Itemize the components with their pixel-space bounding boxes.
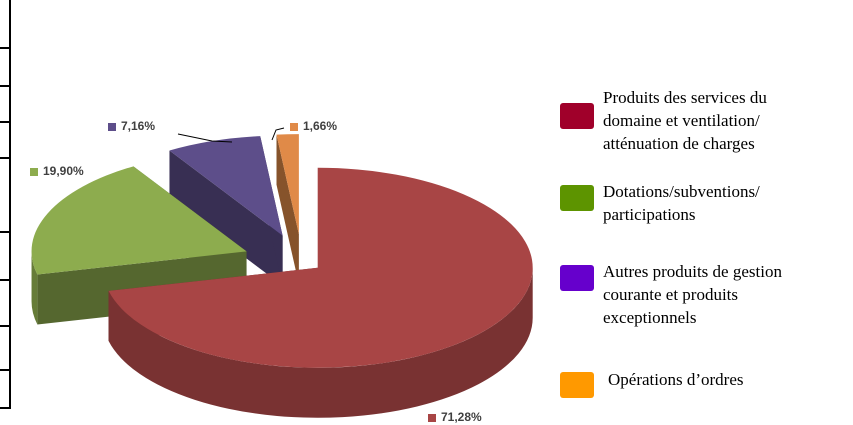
legend-swatch <box>560 185 594 211</box>
label-marker <box>290 123 298 131</box>
label-marker <box>30 168 38 176</box>
legend-label: Autres produits de gestion courante et p… <box>603 262 782 327</box>
data-label: 71,28% <box>441 410 482 424</box>
slice <box>169 136 283 236</box>
slice-side <box>31 251 38 325</box>
legend-label: Opérations d’ordres <box>608 370 744 389</box>
slice <box>108 167 533 368</box>
legend-label: Dotations/subventions/ participations <box>603 182 760 224</box>
table-edge <box>0 0 11 409</box>
data-label: 1,66% <box>303 119 337 133</box>
slice <box>31 166 247 275</box>
legend-label: Produits des services du domaine et vent… <box>603 88 767 153</box>
label-marker <box>428 414 436 422</box>
leader-line <box>177 133 233 143</box>
slice <box>276 134 299 235</box>
data-label: 19,90% <box>43 164 84 178</box>
data-label: 7,16% <box>121 119 155 133</box>
slice-side <box>169 150 283 286</box>
label-marker <box>108 123 116 131</box>
legend-swatch <box>560 372 594 398</box>
slice-side <box>108 267 533 418</box>
leader-line <box>271 127 285 141</box>
legend-swatch <box>560 265 594 291</box>
slice-side <box>276 134 299 285</box>
legend-swatch <box>560 103 594 129</box>
